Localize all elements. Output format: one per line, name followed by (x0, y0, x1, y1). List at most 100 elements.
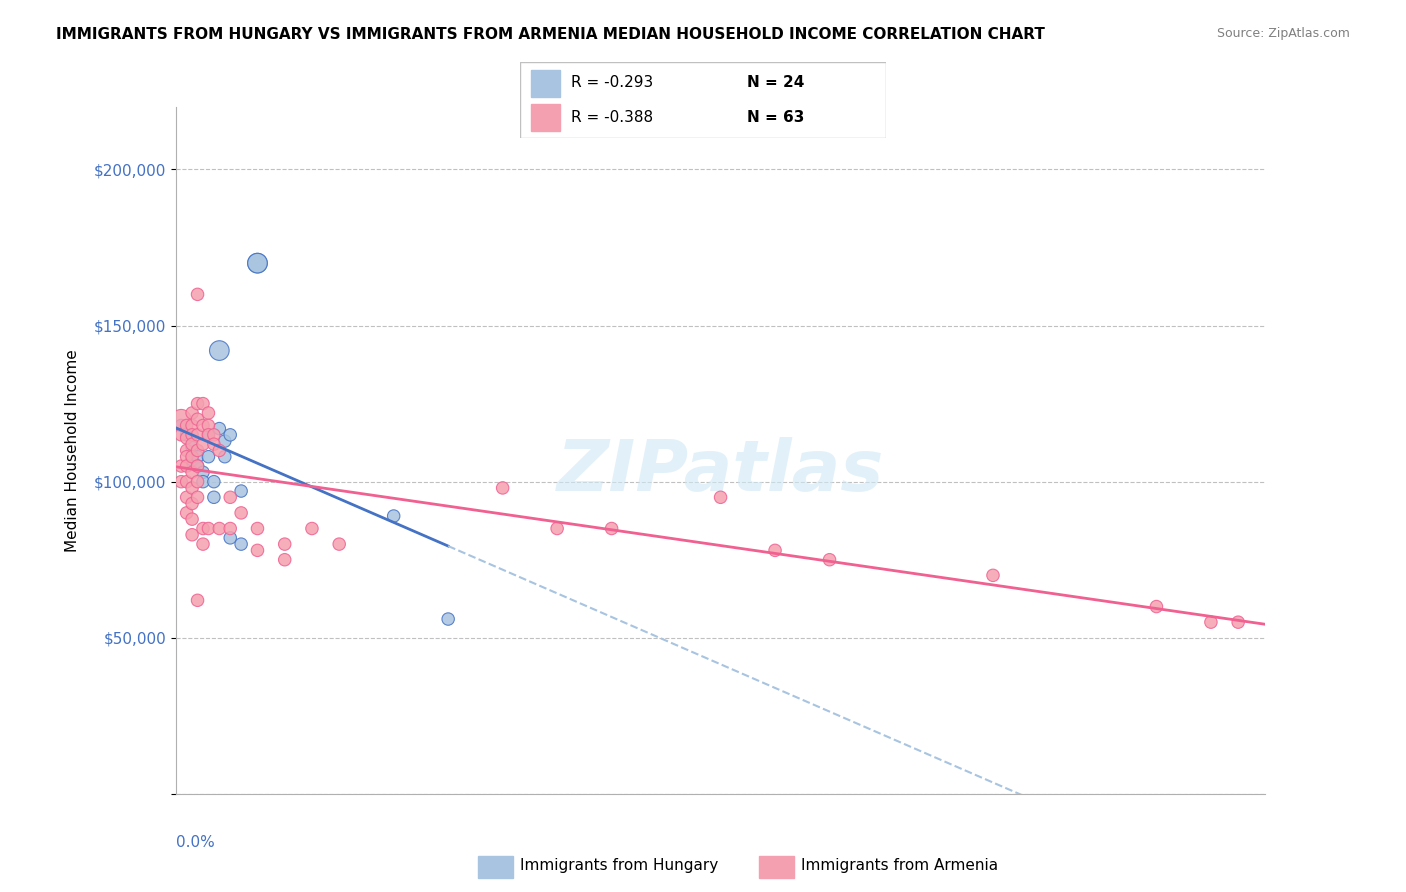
Text: 0.0%: 0.0% (176, 835, 215, 850)
Text: Source: ZipAtlas.com: Source: ZipAtlas.com (1216, 27, 1350, 40)
Point (202, 427, 225, 442)
Point (197, 521, 219, 535)
Point (231, 537, 253, 551)
Point (219, 490, 242, 504)
Point (1227, 615, 1250, 630)
Point (219, 427, 242, 442)
Point (231, 483, 253, 498)
Point (1144, 599, 1167, 614)
Point (176, 490, 198, 504)
Text: N = 63: N = 63 (747, 111, 804, 125)
Point (763, 543, 786, 558)
FancyBboxPatch shape (520, 62, 886, 138)
Point (186, 458, 209, 473)
Y-axis label: Median Household Income: Median Household Income (65, 349, 80, 552)
Point (492, 481, 515, 495)
Point (181, 418, 204, 433)
Point (181, 406, 204, 420)
Point (181, 466, 204, 480)
Point (1199, 615, 1222, 630)
Point (197, 406, 219, 420)
Point (181, 512, 204, 526)
Point (170, 427, 193, 442)
Point (191, 521, 214, 535)
Point (191, 475, 214, 489)
Point (186, 458, 209, 473)
Point (186, 287, 209, 301)
Point (176, 450, 198, 464)
Point (186, 412, 209, 426)
Point (219, 531, 242, 545)
Point (818, 552, 841, 567)
Point (197, 427, 219, 442)
Bar (531, 70, 561, 96)
Point (170, 475, 193, 489)
Point (219, 521, 242, 535)
Point (176, 427, 198, 442)
Point (214, 450, 236, 464)
Point (382, 508, 405, 523)
Point (186, 593, 209, 607)
Point (186, 490, 209, 504)
Point (181, 427, 204, 442)
Point (274, 552, 297, 567)
Point (181, 440, 204, 454)
Point (191, 537, 214, 551)
Point (208, 521, 231, 535)
Point (246, 256, 269, 270)
Text: R = -0.293: R = -0.293 (571, 76, 654, 90)
Point (246, 256, 269, 270)
Point (231, 506, 253, 520)
Point (186, 396, 209, 410)
Point (176, 458, 198, 473)
Point (197, 418, 219, 433)
Point (197, 427, 219, 442)
Point (176, 443, 198, 458)
Point (208, 443, 231, 458)
Point (186, 443, 209, 458)
Point (274, 537, 297, 551)
Point (176, 506, 198, 520)
Point (191, 418, 214, 433)
Bar (759, 856, 794, 878)
Point (301, 521, 323, 535)
Point (181, 496, 204, 510)
Point (170, 458, 193, 473)
Text: ZIPatlas: ZIPatlas (557, 436, 884, 506)
Point (181, 481, 204, 495)
Point (181, 527, 204, 541)
Point (176, 475, 198, 489)
Point (437, 612, 460, 626)
Bar (531, 104, 561, 130)
Point (191, 437, 214, 451)
Text: IMMIGRANTS FROM HUNGARY VS IMMIGRANTS FROM ARMENIA MEDIAN HOUSEHOLD INCOME CORRE: IMMIGRANTS FROM HUNGARY VS IMMIGRANTS FR… (56, 27, 1045, 42)
Point (186, 427, 209, 442)
Point (202, 490, 225, 504)
Point (186, 450, 209, 464)
Point (176, 418, 198, 433)
Point (197, 450, 219, 464)
Text: R = -0.388: R = -0.388 (571, 111, 654, 125)
Point (214, 434, 236, 449)
Point (202, 437, 225, 451)
Point (191, 466, 214, 480)
Text: Immigrants from Armenia: Immigrants from Armenia (801, 858, 998, 872)
Point (176, 431, 198, 445)
Point (546, 521, 568, 535)
Point (186, 475, 209, 489)
Point (246, 543, 269, 558)
Point (208, 343, 231, 358)
Point (246, 521, 269, 535)
Point (181, 450, 204, 464)
Point (170, 412, 193, 426)
Text: Immigrants from Hungary: Immigrants from Hungary (520, 858, 718, 872)
Point (170, 418, 193, 433)
Point (600, 521, 623, 535)
Point (710, 490, 733, 504)
Point (181, 437, 204, 451)
Point (181, 452, 204, 467)
Bar (478, 856, 513, 878)
Point (328, 537, 350, 551)
Text: N = 24: N = 24 (747, 76, 804, 90)
Point (202, 475, 225, 489)
